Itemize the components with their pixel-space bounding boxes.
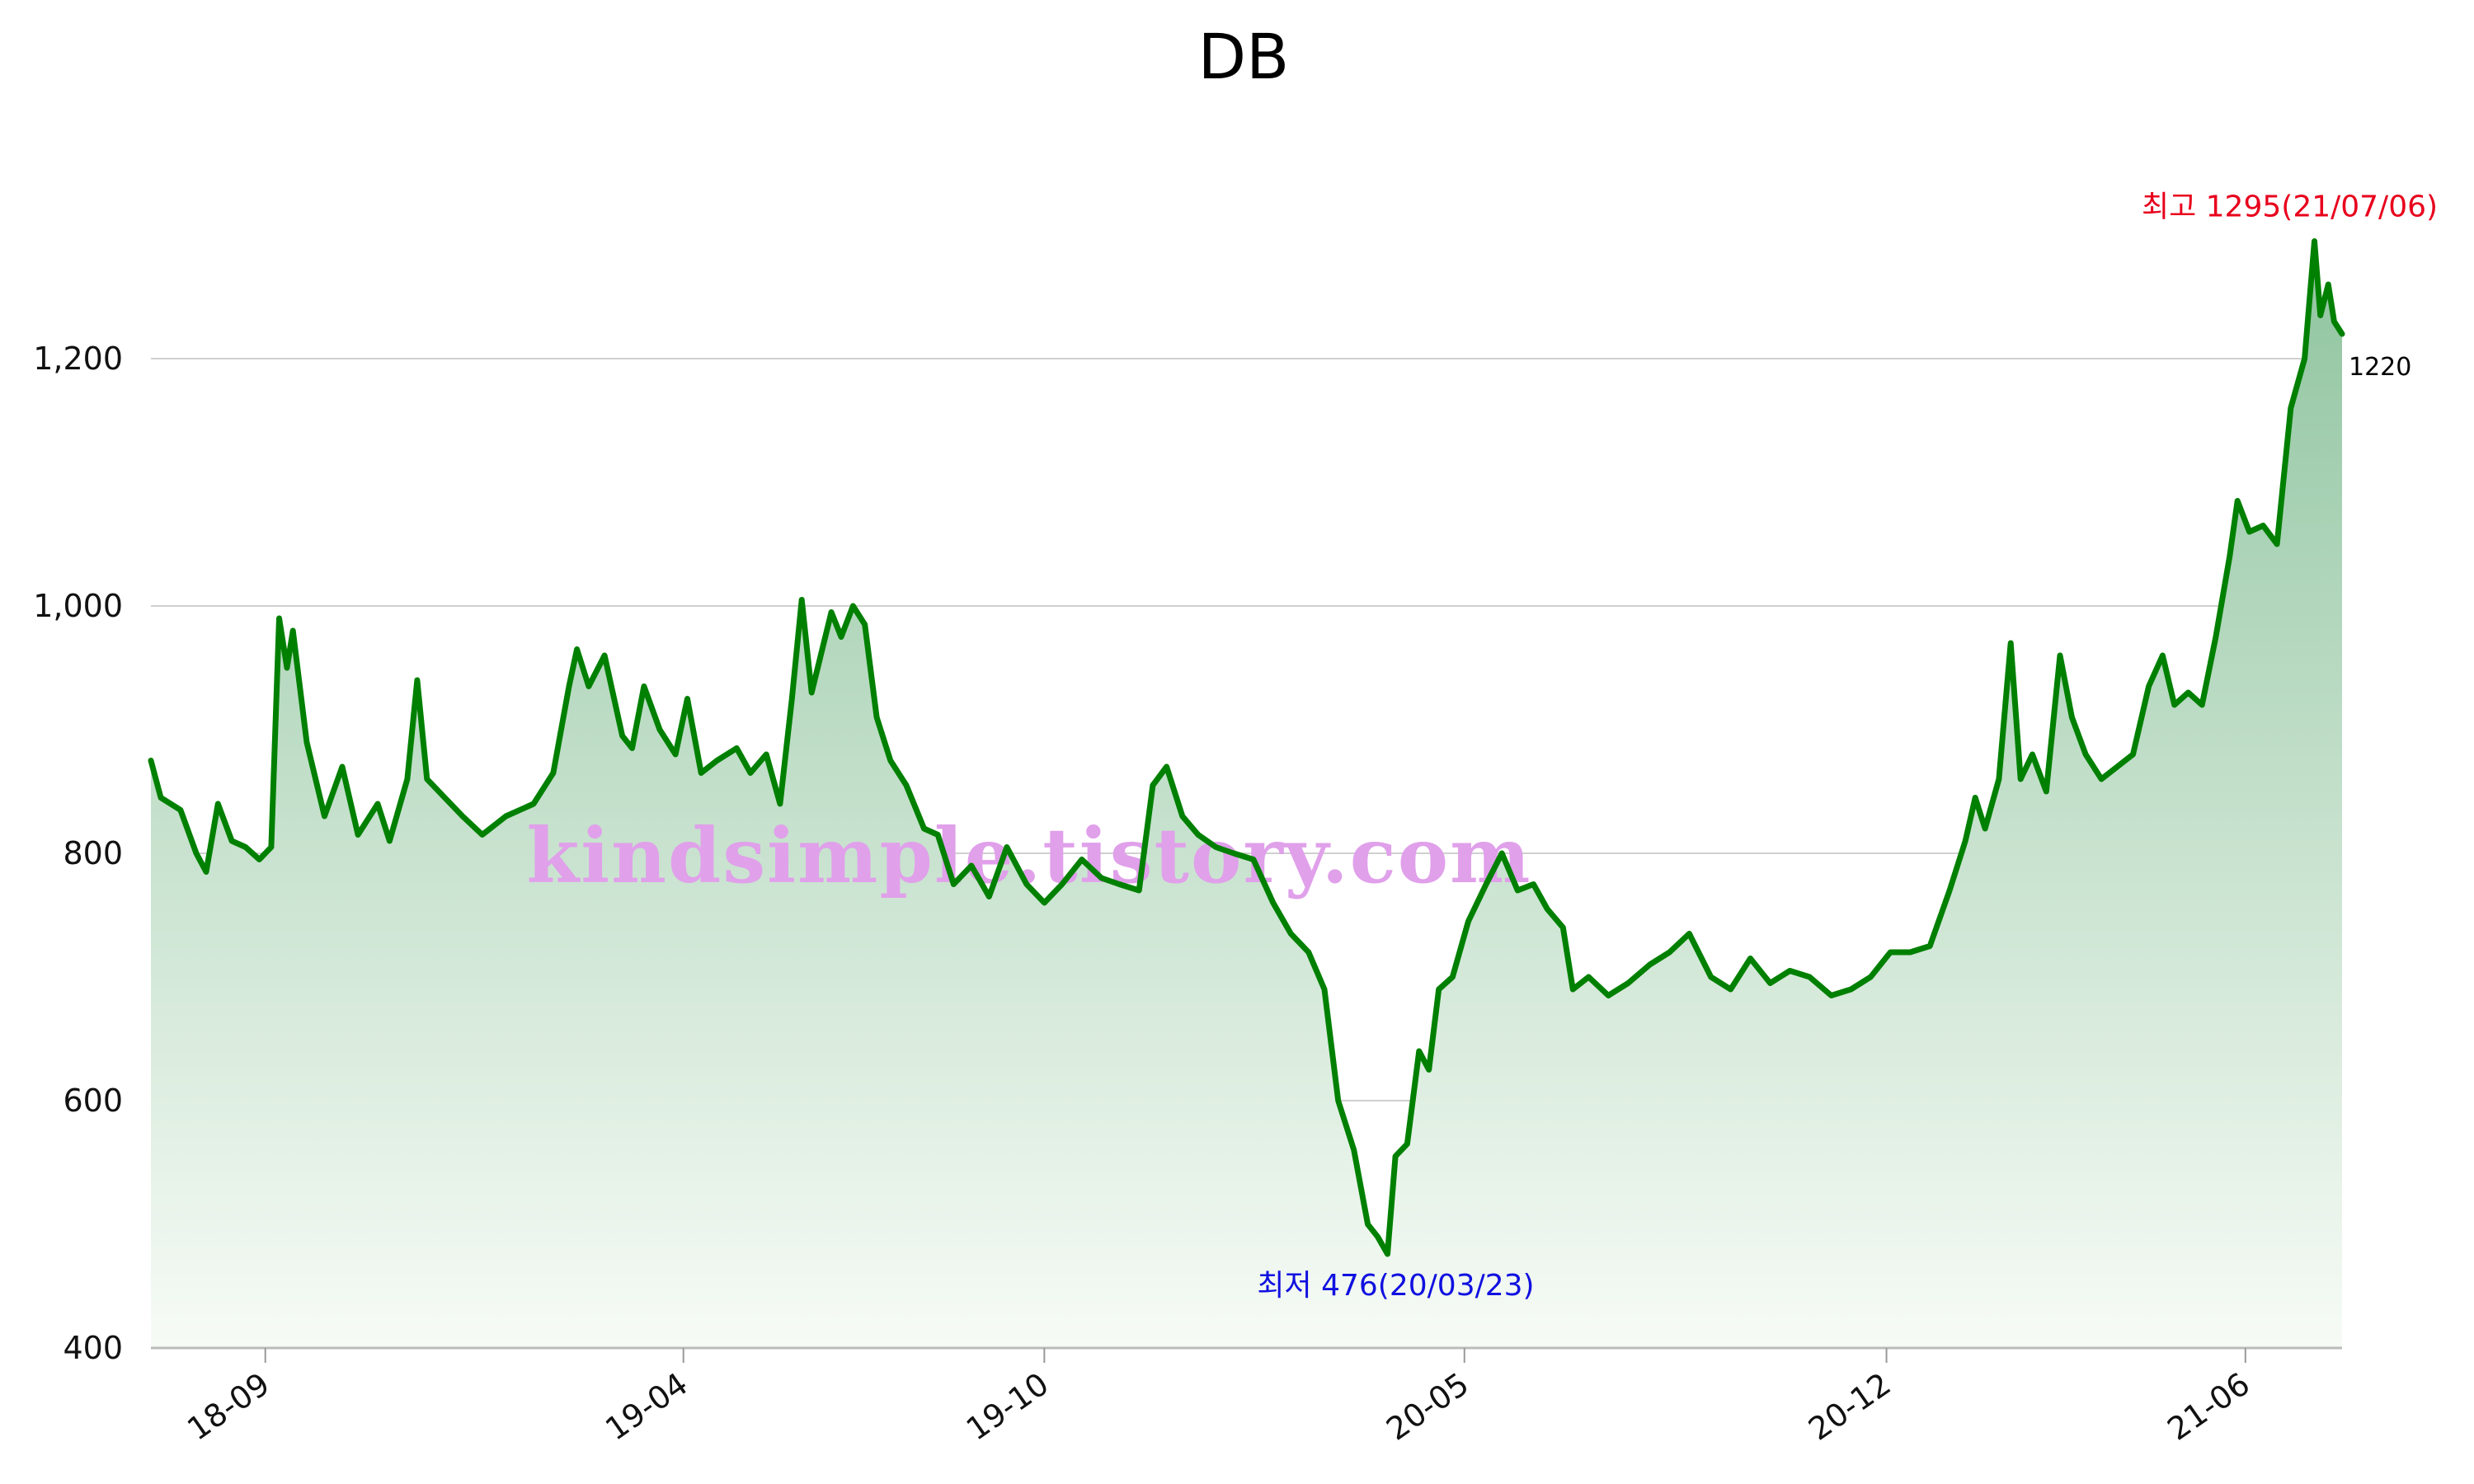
y-tick-label: 600 bbox=[63, 1082, 123, 1119]
y-tick-label: 400 bbox=[63, 1330, 123, 1366]
price-line bbox=[148, 238, 2345, 1257]
y-tick-label: 1,000 bbox=[33, 588, 123, 624]
x-tick-label: 20-05 bbox=[1380, 1365, 1475, 1447]
line-layer bbox=[148, 238, 2345, 1257]
area-layer bbox=[151, 241, 2342, 1348]
x-tick-label: 19-04 bbox=[599, 1365, 694, 1447]
chart-title: DB bbox=[1198, 20, 1290, 93]
x-tick-label: 20-12 bbox=[1802, 1365, 1898, 1447]
price-area bbox=[151, 241, 2342, 1348]
last-value-label: 1220 bbox=[2349, 353, 2411, 382]
x-tick-label: 19-10 bbox=[960, 1365, 1056, 1447]
y-tick-label: 800 bbox=[63, 835, 123, 871]
low-annotation: 최저 476(20/03/23) bbox=[1257, 1269, 1534, 1303]
x-tick-label: 21-06 bbox=[2161, 1365, 2256, 1447]
x-tick-label: 18-09 bbox=[181, 1365, 276, 1447]
y-tick-label: 1,200 bbox=[33, 340, 123, 377]
high-annotation: 최고 1295(21/07/06) bbox=[2142, 190, 2438, 224]
